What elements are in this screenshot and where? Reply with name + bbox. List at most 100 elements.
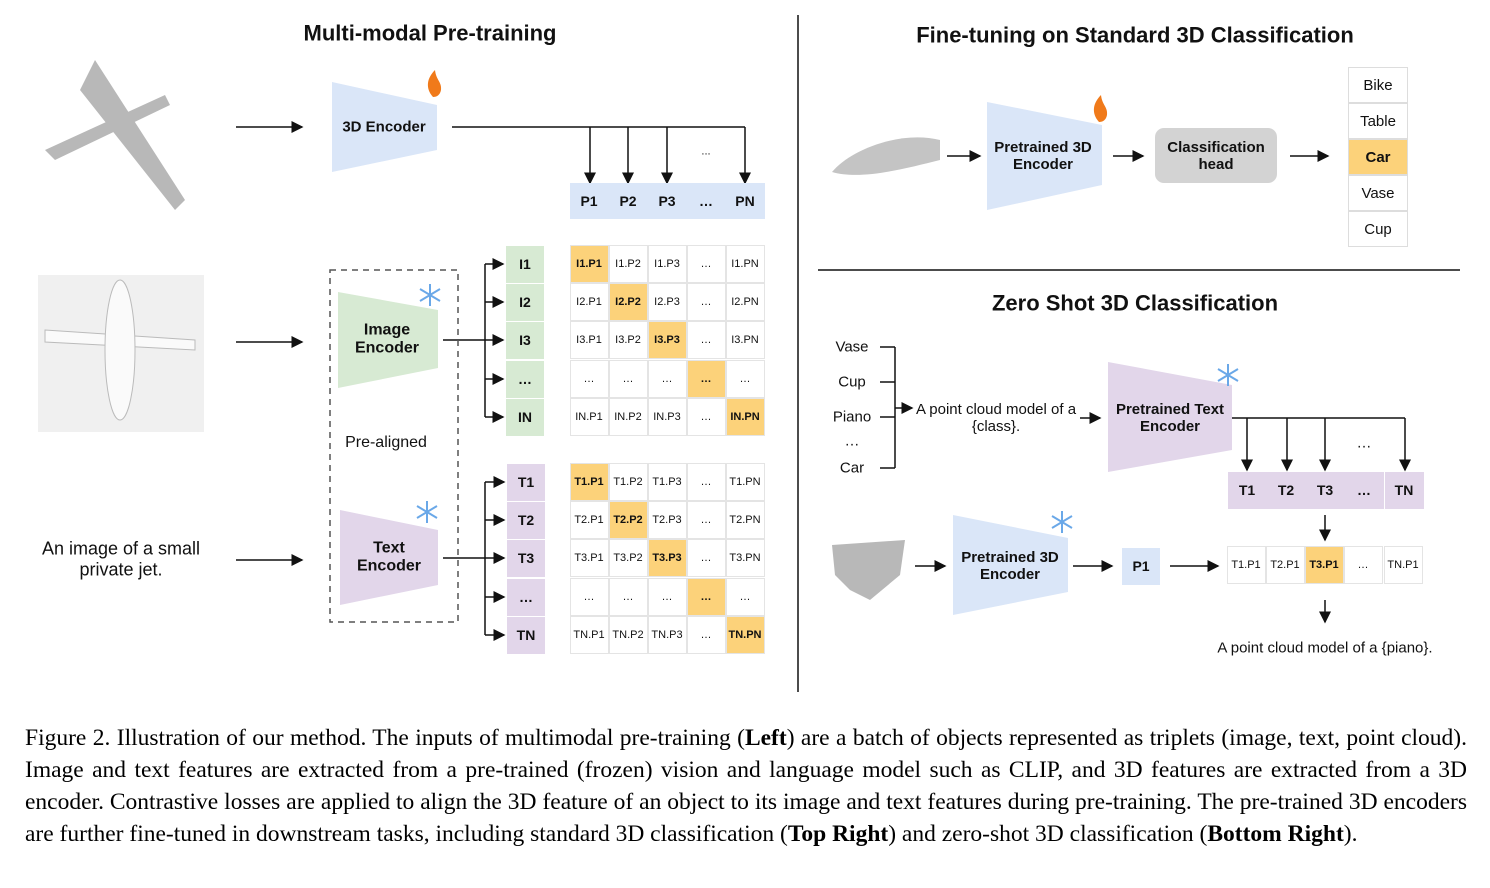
caption-text: Bottom Right bbox=[1207, 821, 1344, 847]
image-feature: I1 bbox=[506, 245, 544, 283]
section-title: Multi-modal Pre-training bbox=[303, 20, 557, 46]
similarity-cell: TN.P3 bbox=[647, 616, 687, 654]
class-label: Car bbox=[1348, 139, 1408, 175]
result: A point cloud model of a {piano}. bbox=[1217, 639, 1433, 657]
encoder-shape bbox=[987, 102, 1102, 210]
encoder-shape bbox=[1108, 362, 1232, 472]
similarity-cell: … bbox=[686, 245, 726, 283]
class-label: … bbox=[844, 432, 860, 450]
text-feature: … bbox=[507, 578, 545, 616]
point-cloud-plane bbox=[45, 60, 185, 210]
similarity-cell: I1.P2 bbox=[608, 245, 648, 283]
similarity-cell: I1.P3 bbox=[647, 245, 687, 283]
similarity-cell: IN.P1 bbox=[569, 398, 609, 436]
similarity-cell: T2.P3 bbox=[647, 501, 687, 539]
class-label: Table bbox=[1348, 103, 1408, 139]
similarity-cell: … bbox=[686, 501, 726, 539]
similarity-cell: IN.PN bbox=[725, 398, 765, 436]
text-feature: TN bbox=[507, 616, 545, 654]
similarity-cell: TN.P1 bbox=[1383, 546, 1423, 584]
similarity-cell: T1.P1 bbox=[569, 463, 609, 501]
similarity-cell: … bbox=[686, 321, 726, 359]
similarity-cell: T2.P2 bbox=[608, 501, 648, 539]
similarity-cell: … bbox=[608, 578, 648, 616]
text-feature: T3 bbox=[507, 539, 545, 577]
section-title: Fine-tuning on Standard 3D Classificatio… bbox=[916, 22, 1354, 48]
text-feature: T2 bbox=[507, 501, 545, 539]
encoder-label: Text Encoder bbox=[356, 539, 421, 575]
similarity-cell: T1.P2 bbox=[608, 463, 648, 501]
image-feature: IN bbox=[506, 398, 544, 436]
similarity-cell: … bbox=[1343, 546, 1383, 584]
caption-text: Figure 2. Illustration of our method. Th… bbox=[25, 725, 745, 751]
encoder-label: Pretrained 3D Encoder bbox=[961, 548, 1059, 583]
image-feature: … bbox=[506, 360, 544, 398]
arrows bbox=[236, 121, 1411, 641]
similarity-cell: I2.P1 bbox=[569, 283, 609, 321]
text-feature: T1 bbox=[507, 463, 545, 501]
similarity-cell: T3.P1 bbox=[569, 539, 609, 577]
similarity-cell: … bbox=[647, 360, 687, 398]
similarity-cell: I3.P3 bbox=[647, 321, 687, 359]
similarity-cell: … bbox=[686, 616, 726, 654]
class-label: Cup bbox=[838, 373, 866, 391]
similarity-cell: … bbox=[686, 539, 726, 577]
snowflake-icon bbox=[416, 284, 1239, 533]
encoder-label: Pretrained Text Encoder bbox=[1115, 400, 1225, 435]
similarity-cell: IN.P3 bbox=[647, 398, 687, 436]
similarity-cell: I1.PN bbox=[725, 245, 765, 283]
encoder-shape bbox=[953, 515, 1068, 615]
similarity-cell: … bbox=[686, 283, 726, 321]
point-feature: … bbox=[686, 183, 726, 219]
encoder-label: Image Encoder bbox=[354, 321, 419, 357]
caption-text: ) are a batch of objects represented as … bbox=[25, 725, 1467, 847]
image-feature: I3 bbox=[506, 321, 544, 359]
similarity-cell: T2.PN bbox=[725, 501, 765, 539]
encoder-label: Pretrained 3D Encoder bbox=[994, 138, 1092, 173]
text-feature: T3 bbox=[1305, 471, 1345, 509]
similarity-cell: T1.P3 bbox=[647, 463, 687, 501]
text-feature: T1 bbox=[1227, 471, 1267, 509]
prompt: A point cloud model of a {class}. bbox=[915, 400, 1077, 435]
similarity-cell: T2.P1 bbox=[569, 501, 609, 539]
image-feature: I2 bbox=[506, 283, 544, 321]
similarity-cell: TN.P2 bbox=[608, 616, 648, 654]
section-title: Zero Shot 3D Classification bbox=[991, 290, 1279, 316]
classification-head-box bbox=[1155, 128, 1277, 183]
encoder-shape bbox=[340, 510, 438, 605]
encoder-label: 3D Encoder bbox=[342, 118, 426, 136]
point-feature: P1 bbox=[569, 183, 609, 219]
caption: Figure 2. Illustration of our method. Th… bbox=[25, 722, 1467, 850]
similarity-cell: T1.P1 bbox=[1226, 546, 1266, 584]
caption-text: ) and zero-shot 3D classification ( bbox=[888, 821, 1208, 847]
similarity-cell: I3.P1 bbox=[569, 321, 609, 359]
text-feature: T2 bbox=[1266, 471, 1306, 509]
similarity-cell: I2.P3 bbox=[647, 283, 687, 321]
similarity-cell: … bbox=[686, 398, 726, 436]
class-label: Vase bbox=[1348, 175, 1408, 211]
similarity-cell: … bbox=[569, 360, 609, 398]
point-cloud-piano bbox=[832, 540, 905, 600]
text-input: An image of a small private jet. bbox=[41, 538, 201, 579]
head-label: Classification head bbox=[1167, 138, 1265, 173]
encoder-shape bbox=[332, 82, 437, 172]
class-label: Vase bbox=[835, 338, 869, 356]
similarity-cell: … bbox=[647, 578, 687, 616]
similarity-cell: I2.PN bbox=[725, 283, 765, 321]
class-label: Cup bbox=[1348, 211, 1408, 247]
class-label: Bike bbox=[1348, 67, 1408, 103]
class-label: Car bbox=[839, 459, 865, 477]
pre-aligned-box bbox=[329, 269, 459, 623]
caption-text: Top Right bbox=[787, 821, 889, 847]
text-feature: TN bbox=[1384, 471, 1424, 509]
similarity-cell: … bbox=[725, 578, 765, 616]
similarity-cell: IN.P2 bbox=[608, 398, 648, 436]
similarity-cell: … bbox=[725, 360, 765, 398]
encoder-shape bbox=[338, 292, 438, 388]
similarity-cell: T3.P1 bbox=[1304, 546, 1344, 584]
caption-text: ). bbox=[1343, 821, 1358, 847]
plane-drawing bbox=[44, 279, 196, 421]
similarity-cell: T3.P2 bbox=[608, 539, 648, 577]
